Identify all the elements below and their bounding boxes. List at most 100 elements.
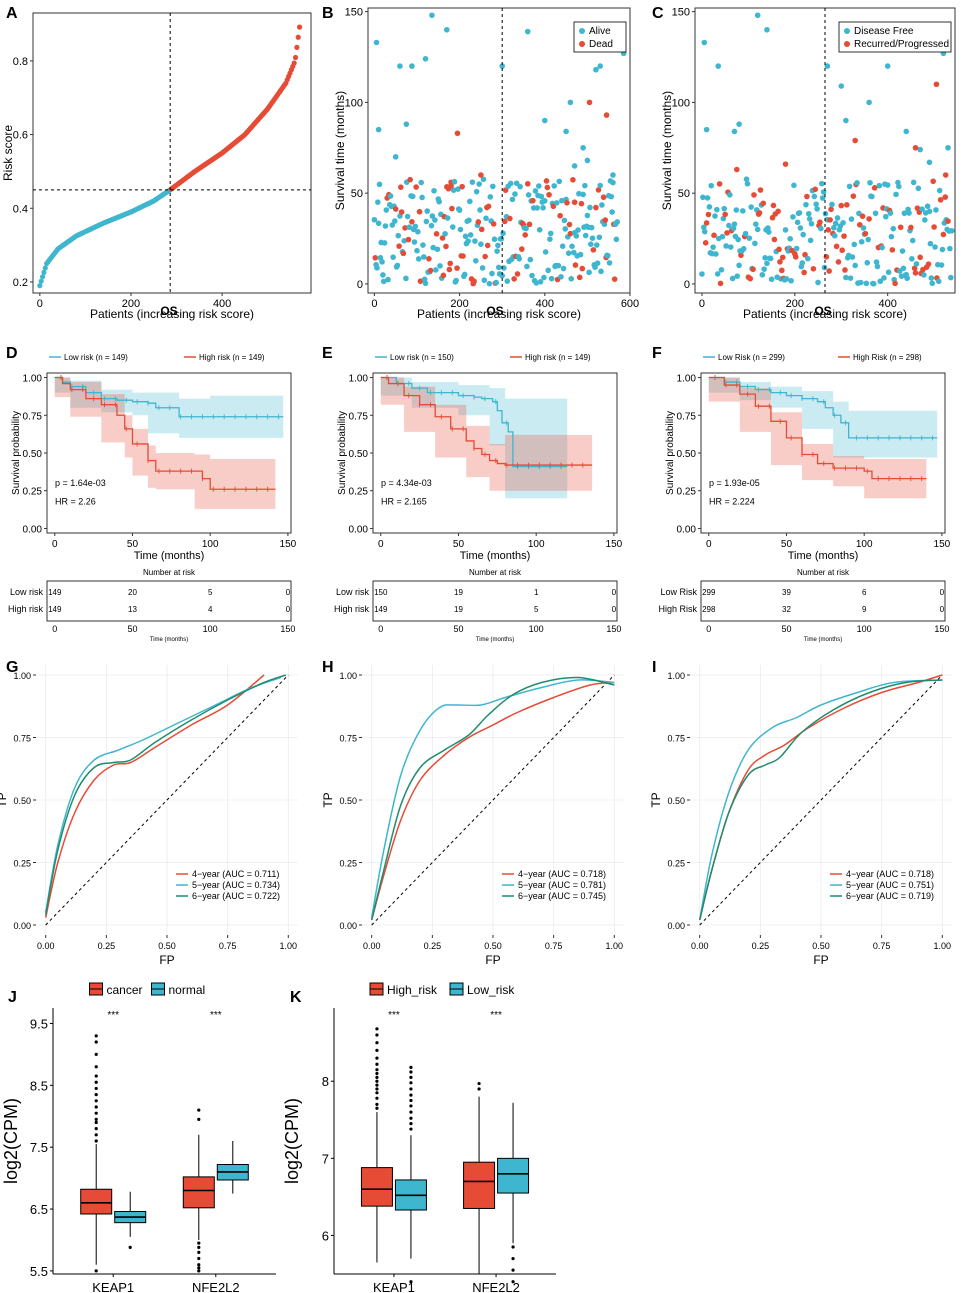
outlier-point (94, 1052, 98, 1056)
dead-point (833, 243, 840, 250)
dead-point (405, 236, 412, 243)
outlier-point (197, 1256, 201, 1261)
risk-x-tick-label: 50 (453, 624, 463, 634)
risk-count: 299 (702, 588, 716, 597)
alive-point (614, 219, 621, 225)
x-axis-title: FP (813, 953, 828, 967)
alive-point (588, 224, 595, 231)
risk-row-label: High Risk (658, 604, 697, 614)
dead-point (595, 187, 602, 193)
outlier-point (94, 1093, 98, 1097)
outlier-point (409, 1280, 413, 1284)
y-tick-label: 0.50 (349, 449, 369, 460)
dead-point (439, 235, 446, 241)
risk-x-tick-label: 100 (857, 624, 872, 634)
alive-point (733, 207, 740, 213)
significance-label: *** (388, 1010, 400, 1021)
alive-point (903, 128, 910, 135)
alive-point (873, 259, 880, 265)
risk-x-tick-label: 100 (203, 624, 218, 634)
dead-point (426, 256, 432, 262)
alive-point (896, 183, 902, 190)
alive-point (524, 28, 531, 35)
alive-point (787, 235, 793, 242)
dead-point (945, 218, 951, 224)
alive-point (559, 243, 566, 250)
dead-point (917, 254, 923, 261)
alive-point (730, 225, 737, 232)
alive-point (536, 183, 542, 189)
alive-point (533, 280, 540, 286)
dead-point (850, 193, 857, 199)
alive-point (710, 244, 716, 250)
dead-point (460, 253, 466, 259)
x-axis-title: FP (485, 953, 500, 967)
alive-point (382, 223, 389, 229)
alive-point (806, 216, 813, 222)
alive-point (831, 224, 837, 231)
alive-point (913, 261, 920, 267)
outlier-point (94, 1127, 98, 1131)
alive-point (527, 256, 534, 263)
alive-point (421, 254, 427, 260)
x-tick-label: 50 (781, 539, 793, 550)
risk-count: 0 (286, 605, 291, 614)
x-tick-label: NFE2L2 (472, 1280, 520, 1293)
alive-point (843, 274, 849, 281)
alive-point (906, 210, 912, 216)
dead-point (564, 199, 570, 206)
outlier-point (94, 1080, 98, 1084)
alive-point (909, 255, 915, 262)
x-tick-label: 400 (878, 298, 896, 310)
y-tick-label: 150 (672, 7, 690, 19)
outlier-point (197, 1250, 201, 1254)
y-tick-label: 150 (345, 7, 363, 19)
alive-point (495, 242, 501, 249)
alive-point (608, 193, 615, 200)
dead-point (443, 243, 449, 250)
dead-point (567, 230, 574, 237)
legend-label: normal (169, 983, 206, 997)
legend-label: Low_risk (467, 983, 515, 997)
dead-point (942, 194, 949, 200)
alive-point (919, 206, 925, 212)
dead-point (838, 202, 845, 209)
y-tick-label: 1.00 (677, 374, 697, 385)
alive-point (567, 99, 574, 106)
y-tick-label: 0.50 (23, 449, 43, 460)
y-tick-label: 0.75 (13, 734, 31, 744)
dead-point (530, 197, 536, 204)
y-axis-title: TP (649, 792, 663, 807)
x-tick-label: 0.25 (424, 941, 442, 951)
dead-point (526, 221, 533, 228)
dead-point (757, 187, 764, 193)
alive-point (467, 232, 474, 238)
high-risk-curve (54, 376, 276, 490)
outlier-point (94, 1040, 98, 1044)
alive-point (404, 213, 411, 220)
alive-point (938, 262, 945, 268)
alive-point (442, 230, 448, 237)
dead-point (828, 206, 834, 213)
alive-point (706, 204, 713, 210)
y-tick-label: 0.25 (13, 859, 31, 869)
legend-label: Disease Free (854, 26, 914, 37)
alive-point (746, 235, 753, 241)
risk-point (42, 265, 48, 271)
alive-point (389, 222, 396, 228)
x-tick-label: 200 (122, 298, 140, 310)
alive-point (465, 238, 471, 244)
risk-count: 150 (374, 588, 388, 597)
outlier-point (511, 1268, 515, 1272)
panel-label-h: H (322, 659, 334, 676)
dead-point (447, 260, 454, 267)
alive-point (610, 179, 616, 186)
y-tick-label: 0.00 (13, 921, 31, 931)
dead-point (724, 230, 730, 236)
dead-point (482, 253, 488, 260)
x-tick-label: 400 (536, 298, 554, 310)
panel-d-axes (44, 372, 292, 536)
dead-point (417, 278, 424, 284)
alive-point (933, 207, 939, 213)
